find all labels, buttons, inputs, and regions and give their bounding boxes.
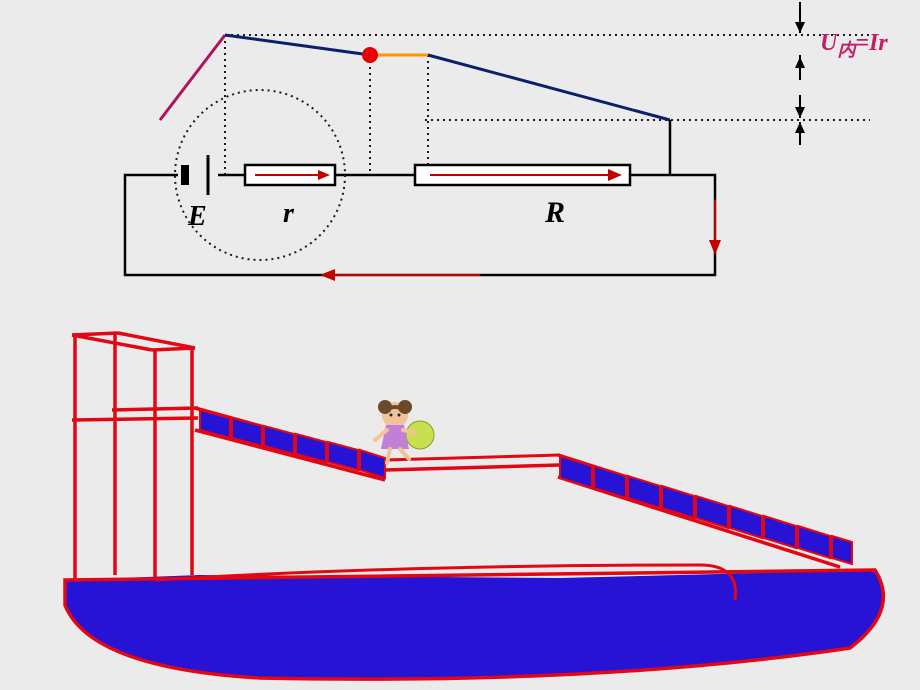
slide-1 [195, 408, 385, 480]
mid-platform-back [385, 455, 560, 460]
battery [178, 155, 218, 195]
character [375, 400, 434, 463]
ball-icon [406, 421, 434, 449]
circuit-diagram: U内=Ir E r R [125, 2, 888, 281]
dimension-arrows [795, 2, 805, 145]
label-R: R [544, 196, 565, 229]
diagram-svg: U内=Ir E r R [0, 0, 920, 690]
potential-slope-2 [428, 55, 670, 120]
current-arrow-bottom [320, 269, 480, 281]
circuit-loop [125, 175, 715, 275]
label-E: E [187, 201, 207, 232]
mid-platform [385, 465, 560, 470]
water-slide-diagram [65, 333, 883, 679]
red-dot [362, 47, 378, 63]
potential-rise-left [160, 35, 225, 120]
diagram-canvas: U内=Ir E r R [0, 0, 920, 690]
tower [72, 333, 198, 580]
resistor-R [415, 165, 630, 185]
label-r: r [283, 198, 295, 229]
pool-water [65, 570, 883, 679]
current-arrow-right [709, 200, 721, 255]
equation-text: U内=Ir [820, 30, 888, 60]
resistor-r [245, 165, 335, 185]
slide-2 [558, 455, 852, 567]
potential-slope-1 [225, 35, 370, 55]
